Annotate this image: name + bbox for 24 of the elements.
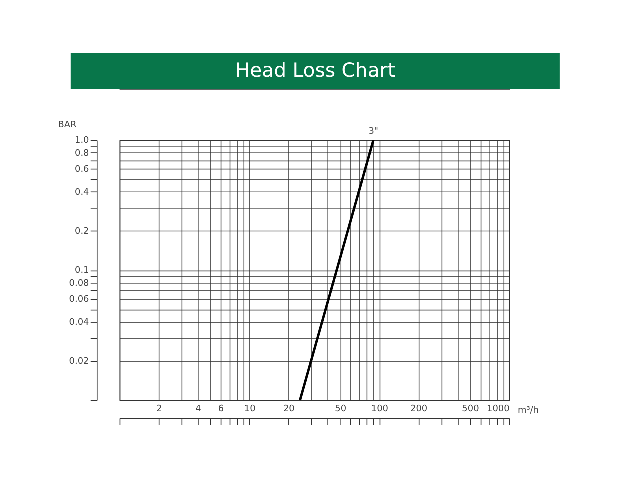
x-tick-label: 4 [196,404,202,414]
y-tick-label: 0.04 [69,318,90,328]
x-tick-label: 200 [410,404,428,414]
x-tick-label: 20 [283,404,296,414]
x-tick-label: 500 [462,404,480,414]
x-tick-label: 1000 [487,404,510,414]
series-label: 3" [368,126,379,137]
y-tick-label: 0.8 [75,148,90,159]
x-tick-label: 50 [335,404,347,414]
x-tick-label: 10 [244,404,256,414]
y-tick-label: 0.06 [69,295,90,306]
x-axis-title: m³/h [518,406,539,416]
y-axis-title: BAR [58,120,77,131]
y-tick-label: 0.1 [75,266,90,276]
chart-title: Head Loss Chart [235,58,396,82]
y-tick-label: 0.08 [69,278,90,289]
y-tick-label: 1.0 [75,136,90,146]
y-tick-label: 0.02 [69,357,90,368]
y-tick-label: 0.6 [75,165,90,176]
y-tick-label: 0.4 [75,188,90,198]
x-tick-label: 6 [218,404,224,414]
y-tick-label: 0.2 [75,227,90,238]
x-tick-label: 2 [156,404,162,414]
x-tick-label: 100 [371,404,389,414]
